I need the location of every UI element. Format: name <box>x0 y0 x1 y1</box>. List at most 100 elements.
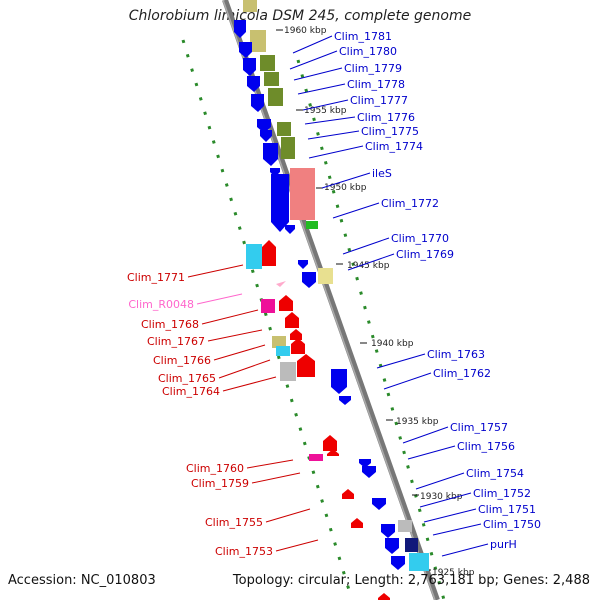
label-leader-line <box>196 293 243 305</box>
reverse-labels: Clim_1771 Clim_R0048 Clim_1768 Clim_1767 Cli… <box>127 271 273 558</box>
forward-label-leaders <box>289 35 489 557</box>
gene-block <box>281 137 295 159</box>
forward-gene-label[interactable]: Clim_1781 <box>334 30 392 43</box>
scale-label: 1935 kbp <box>396 417 439 427</box>
forward-gene-label[interactable]: ileS <box>372 167 392 180</box>
forward-gene-label[interactable]: Clim_1772 <box>381 197 439 210</box>
scale-label: 1945 kbp <box>347 261 390 271</box>
label-leader-line <box>441 543 489 557</box>
forward-gene-label[interactable]: Clim_1775 <box>361 125 419 138</box>
label-leader-line <box>432 523 482 536</box>
gene-block <box>276 346 290 356</box>
reverse-label-leaders <box>187 264 319 552</box>
genome-backbone <box>222 0 440 600</box>
scale-labels: 1960 kbp 1955 kbp 1950 kbp 1945 kbp 1940 kbp… <box>284 26 475 578</box>
gene-block <box>268 88 283 106</box>
label-leader-line <box>423 508 477 523</box>
gene-block <box>250 30 266 52</box>
gene-block <box>306 221 318 229</box>
reverse-gene-label[interactable]: Clim_R0048 <box>128 298 194 311</box>
label-leader-line <box>297 83 346 95</box>
forward-gene-label[interactable]: Clim_1757 <box>450 421 508 434</box>
forward-gene-label[interactable]: Clim_1751 <box>478 503 536 516</box>
forward-gene-label[interactable]: Clim_1769 <box>396 248 454 261</box>
scale-label: 1955 kbp <box>304 106 347 116</box>
inner-dash-track <box>296 59 446 600</box>
label-leader-line <box>332 202 380 219</box>
forward-gene-label[interactable]: Clim_1778 <box>347 78 405 91</box>
label-leader-line <box>302 99 349 111</box>
gene-block <box>409 553 429 571</box>
label-leader-line <box>402 426 449 444</box>
label-leader-line <box>187 264 244 278</box>
gene-block <box>309 454 323 461</box>
label-leader-line <box>207 329 263 342</box>
label-leader-line <box>342 237 390 255</box>
label-leader-line <box>347 253 395 271</box>
reverse-gene-label[interactable]: Clim_1771 <box>127 271 185 284</box>
scale-label: 1930 kbp <box>420 492 463 502</box>
reverse-gene-label[interactable]: Clim_1753 <box>215 545 273 558</box>
gene-block <box>405 538 418 552</box>
label-leader-line <box>289 50 338 70</box>
genome-summary-text: Topology: circular; Length: 2,763,181 bp… <box>232 573 590 588</box>
label-leader-line <box>304 116 356 125</box>
accession-text: Accession: NC_010803 <box>8 573 156 588</box>
scale-label: 1940 kbp <box>371 339 414 349</box>
reverse-gene-arrows <box>262 240 390 600</box>
gene-block <box>398 520 412 532</box>
gene-block <box>277 122 291 136</box>
forward-gene-label[interactable]: Clim_1779 <box>344 62 402 75</box>
reverse-gene-label[interactable]: Clim_1768 <box>141 318 199 331</box>
scale-label: 1950 kbp <box>324 183 367 193</box>
label-leader-line <box>201 309 259 325</box>
reverse-genes <box>246 244 323 461</box>
gene-block <box>280 362 296 381</box>
forward-gene-label[interactable]: Clim_1777 <box>350 94 408 107</box>
forward-gene-arrows <box>234 20 405 570</box>
forward-labels: Clim_1781 Clim_1780 Clim_1779 Clim_1778 Clim… <box>334 30 541 551</box>
label-leader-line <box>308 145 364 159</box>
forward-gene-label[interactable]: Clim_1762 <box>433 367 491 380</box>
label-leader-line <box>415 472 465 490</box>
reverse-gene-label[interactable]: Clim_1767 <box>147 335 205 348</box>
gene-block <box>290 168 315 220</box>
label-leader-line <box>251 472 301 484</box>
label-leader-line <box>383 372 432 390</box>
reverse-gene-label[interactable]: Clim_1760 <box>186 462 244 475</box>
reverse-gene-label[interactable]: Clim_1759 <box>191 477 249 490</box>
scale-label: 1925 kbp <box>432 568 475 578</box>
label-leader-line <box>222 376 277 392</box>
gene-block <box>272 336 286 348</box>
label-leader-line <box>275 539 319 552</box>
forward-gene-label[interactable]: Clim_1780 <box>339 45 397 58</box>
gene-block <box>260 55 275 71</box>
forward-gene-label[interactable]: Clim_1770 <box>391 232 449 245</box>
gene-block <box>243 0 257 12</box>
forward-genes <box>243 0 429 571</box>
scale-label: 1960 kbp <box>284 26 327 36</box>
gene-block <box>318 268 333 284</box>
label-leader-line <box>419 492 472 508</box>
reverse-gene-label[interactable]: Clim_1764 <box>162 385 220 398</box>
gene-block <box>264 72 279 86</box>
label-leader-line <box>246 459 294 469</box>
forward-gene-label[interactable]: purH <box>490 538 517 551</box>
label-leader-line <box>218 359 271 379</box>
reverse-gene-label[interactable]: Clim_1765 <box>158 372 216 385</box>
reverse-gene-label[interactable]: Clim_1766 <box>153 354 211 367</box>
map-title: Chlorobium limicola DSM 245, complete ge… <box>128 8 472 24</box>
gene-block <box>261 299 275 313</box>
forward-gene-label[interactable]: Clim_1754 <box>466 467 524 480</box>
forward-gene-label[interactable]: Clim_1763 <box>427 348 485 361</box>
forward-gene-label[interactable]: Clim_1776 <box>357 111 415 124</box>
forward-gene-label[interactable]: Clim_1752 <box>473 487 531 500</box>
gene-block <box>246 244 262 269</box>
forward-gene-label[interactable]: Clim_1756 <box>457 440 515 453</box>
label-leader-line <box>307 130 360 140</box>
forward-gene-label[interactable]: Clim_1750 <box>483 518 541 531</box>
label-leader-line <box>265 508 311 523</box>
forward-gene-label[interactable]: Clim_1774 <box>365 140 423 153</box>
reverse-gene-label[interactable]: Clim_1755 <box>205 516 263 529</box>
